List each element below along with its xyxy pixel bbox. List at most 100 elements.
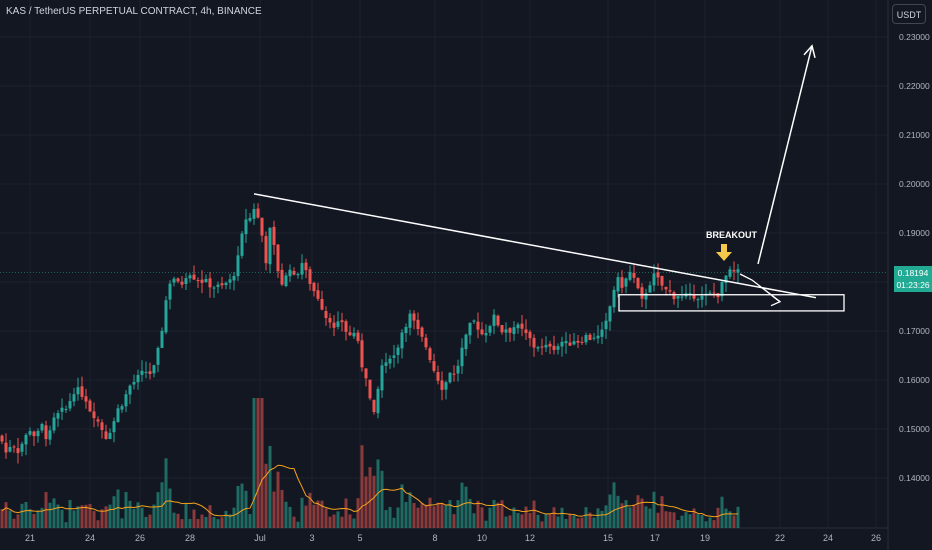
candle-body	[180, 281, 184, 285]
candle-body	[220, 283, 224, 286]
candle-body	[100, 422, 104, 430]
price-tick-label: 0.19000	[899, 228, 930, 238]
candle-body	[148, 371, 152, 374]
candle-body	[216, 284, 220, 287]
candle-body	[540, 346, 544, 348]
candle-body	[200, 279, 204, 283]
volume-bar	[48, 502, 52, 528]
date-tick-label: 21	[25, 533, 35, 543]
candle-body	[720, 281, 724, 297]
volume-bar	[588, 512, 592, 528]
price-tick-label: 0.17000	[899, 326, 930, 336]
volume-bar	[228, 514, 232, 528]
candle-body	[668, 290, 672, 292]
volume-bar	[88, 503, 92, 528]
volume-bar	[668, 511, 672, 528]
candle-body	[420, 327, 424, 337]
candle-body	[232, 275, 236, 281]
volume-bar	[720, 496, 724, 528]
price-axis[interactable]: 0.230000.220000.210000.200000.190000.180…	[899, 32, 930, 483]
candle-body	[728, 269, 732, 277]
candle-body	[464, 334, 468, 350]
volume-bar	[216, 519, 220, 528]
volume-bar	[400, 484, 404, 528]
volume-bar	[136, 502, 140, 528]
candle-body	[312, 282, 316, 292]
volume-bar	[292, 516, 296, 528]
volume-bar	[132, 508, 136, 528]
candle-body	[308, 269, 312, 284]
date-tick-label: 12	[525, 533, 535, 543]
candle-body	[156, 347, 160, 365]
candle-body	[564, 341, 568, 344]
chart-grid	[0, 0, 889, 550]
volume-bar	[440, 502, 444, 528]
date-tick-label: 8	[432, 533, 437, 543]
volume-bar	[92, 511, 96, 528]
volume-bar	[104, 506, 108, 528]
candle-body	[144, 371, 148, 373]
date-tick-label: 24	[823, 533, 833, 543]
candle-body	[500, 325, 504, 333]
volume-bar	[72, 510, 76, 528]
volume-bar	[664, 511, 668, 528]
currency-button[interactable]: USDT	[892, 4, 926, 24]
candle-body	[140, 370, 144, 375]
volume-bar	[188, 518, 192, 528]
candle-body	[184, 278, 188, 284]
candle-body	[620, 277, 624, 288]
candle-body	[332, 322, 336, 328]
date-tick-label: Jul	[254, 533, 266, 543]
volume-bar	[300, 497, 304, 528]
volume-bar	[676, 520, 680, 528]
candle-body	[324, 311, 328, 318]
candle-body	[692, 294, 696, 299]
candle-body	[40, 424, 44, 431]
volume-bar	[128, 500, 132, 528]
symbol-title[interactable]: KAS / TetherUS PERPETUAL CONTRACT, 4h, B…	[6, 6, 262, 17]
volume-bar	[672, 512, 676, 528]
candle-body	[48, 430, 52, 440]
time-axis[interactable]: 21 24 26 28 Jul 3 5 8 10 12 15 17 19 22 24 26	[25, 533, 881, 543]
volume-bar	[116, 489, 120, 528]
candle-body	[160, 330, 164, 348]
candle-body	[572, 341, 576, 345]
volume-bar	[272, 491, 276, 528]
volume-bar	[608, 494, 612, 528]
volume-bar	[416, 507, 420, 528]
volume-bar	[468, 498, 472, 528]
volume-bar	[32, 513, 36, 528]
volume-bar	[536, 514, 540, 528]
candle-body	[360, 340, 364, 368]
volume-bar	[0, 509, 4, 528]
volume-bar	[524, 506, 528, 528]
volume-bar	[260, 398, 264, 528]
candle-body	[168, 283, 172, 300]
volume-bar	[316, 500, 320, 528]
volume-bar	[284, 501, 288, 528]
candle-body	[44, 425, 48, 440]
upward-arrow-shaft	[757, 45, 813, 265]
volume-bar	[632, 504, 636, 528]
candle-body	[396, 347, 400, 355]
volume-bar	[352, 518, 356, 528]
candle-body	[604, 320, 608, 330]
candle-body	[28, 431, 32, 435]
volume-bar	[356, 498, 360, 528]
candle-body	[236, 255, 240, 277]
volume-bar	[52, 498, 56, 528]
volume-bar	[384, 510, 388, 528]
volume-bar	[624, 500, 628, 528]
volume-bar	[568, 513, 572, 528]
volume-bar	[444, 505, 448, 528]
candle-body	[108, 432, 112, 440]
volume-bar	[504, 516, 508, 528]
candle-body	[204, 278, 208, 283]
candle-body	[568, 342, 572, 346]
candle-body	[512, 327, 516, 334]
volume-bar	[488, 507, 492, 528]
volume-bar	[208, 505, 212, 528]
volume-bar	[556, 516, 560, 528]
candle-body	[340, 320, 344, 323]
